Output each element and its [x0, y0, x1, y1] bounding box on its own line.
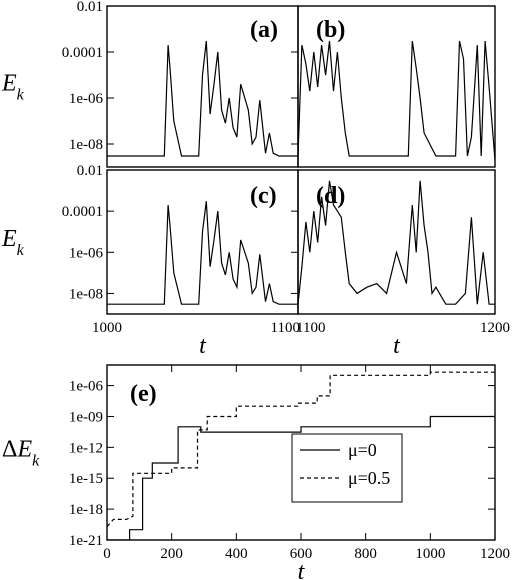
x-tick-label: 800: [354, 546, 377, 562]
x-axis-label: t: [298, 559, 306, 580]
y-tick-label: 1e-09: [69, 409, 103, 425]
y-axis-label: Ek: [1, 71, 25, 104]
y-tick-label: 1e-06: [69, 245, 104, 261]
plot-frame: [297, 169, 496, 315]
y-tick-label: 1e-21: [69, 533, 103, 549]
x-tick-label: 600: [290, 546, 313, 562]
series-line-e-1: [107, 371, 495, 528]
legend: μ=0 μ=0.5: [291, 433, 403, 503]
y-axis-label: Ek: [1, 226, 25, 259]
panel-label-a: (a): [250, 17, 278, 43]
y-tick-label: 1e-08: [69, 137, 103, 153]
x-tick-label: 1200: [480, 320, 510, 336]
series-line-a-0: [107, 40, 298, 157]
x-tick-label: 400: [225, 546, 248, 562]
x-tick-label: 1100: [296, 320, 325, 336]
panel-label-e: (e): [130, 381, 157, 407]
legend-entry: μ=0: [348, 440, 377, 460]
legend-entry: μ=0.5: [348, 468, 390, 488]
panel-label-d: (d): [316, 183, 345, 209]
x-tick-label: 1000: [415, 546, 445, 562]
y-tick-label: 0.0001: [62, 204, 103, 220]
y-tick-label: 1e-15: [69, 471, 103, 487]
x-tick-label: 200: [160, 546, 183, 562]
x-axis-label: t: [199, 333, 207, 359]
series-line-b-0: [298, 40, 495, 161]
panel-c: 0.01 0.0001 1e-06 1e-08 1000 1100 t Ek (c): [1, 163, 300, 359]
y-tick-label: 0.01: [77, 0, 103, 15]
panel-d: 1100 1200 t (d): [296, 169, 510, 359]
x-tick-label: 1000: [92, 320, 122, 336]
y-tick-label: 1e-06: [69, 91, 104, 107]
y-tick-label: 1e-06: [69, 379, 104, 395]
y-axis-label: ΔEk: [2, 437, 40, 470]
y-tick-label: 0.0001: [62, 45, 103, 61]
series-line-c-0: [107, 201, 298, 305]
y-tick-label: 0.01: [77, 163, 103, 179]
y-tick-label: 1e-18: [69, 502, 103, 518]
x-tick-label: 1100: [271, 320, 300, 336]
panel-a: 0.01 0.0001 1e-06 1e-08 Ek (a): [1, 0, 299, 168]
y-tick-label: 1e-12: [69, 440, 103, 456]
panel-label-c: (c): [250, 183, 277, 209]
panel-label-b: (b): [316, 17, 345, 43]
series-line-d-0: [298, 180, 495, 305]
panel-e: 1e-06 1e-09 1e-12 1e-15 1e-18 1e-210 200 400 600…: [2, 364, 510, 580]
x-axis-label: t: [393, 333, 401, 359]
x-tick-label: 0: [103, 546, 111, 562]
y-tick-label: 1e-08: [69, 286, 103, 302]
series-line-e-0: [107, 415, 495, 540]
legend-box: [291, 433, 403, 503]
plot-frame: [297, 5, 496, 168]
x-tick-label: 1200: [480, 546, 510, 562]
panel-b: (b): [297, 5, 496, 168]
